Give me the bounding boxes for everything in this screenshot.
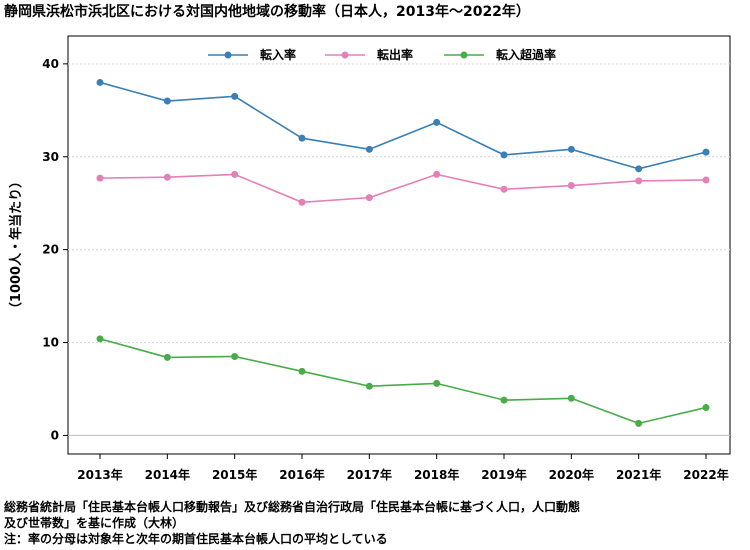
x-tick-label: 2017年	[347, 467, 392, 482]
data-point	[567, 394, 575, 402]
data-point	[635, 177, 643, 185]
y-tick-label: 30	[42, 150, 59, 164]
x-tick-label: 2016年	[279, 467, 324, 482]
source-note-line-2: 及び世帯数」を基に作成（大林）	[4, 515, 184, 530]
series-1	[96, 78, 710, 173]
legend-marker	[460, 51, 468, 59]
legend-marker	[341, 51, 349, 59]
legend: 転入率 転出率 転入超過率	[208, 47, 556, 62]
legend-marker	[224, 51, 232, 59]
series-3	[96, 335, 710, 427]
y-tick-label: 0	[51, 428, 59, 442]
data-point	[365, 382, 373, 390]
data-point	[96, 78, 104, 86]
data-point	[500, 185, 508, 193]
x-tick-label: 2022年	[683, 467, 728, 482]
x-tick-label: 2020年	[549, 467, 594, 482]
data-point	[567, 182, 575, 190]
series-line	[99, 81, 707, 170]
data-point	[163, 97, 171, 105]
x-tick-label: 2014年	[145, 467, 190, 482]
data-point	[635, 419, 643, 427]
series-group	[96, 78, 710, 427]
legend-label: 転入超過率	[496, 47, 556, 62]
chart-title: 静岡県浜松市浜北区における対国内他地域の移動率（日本人，2013年～2022年）	[4, 3, 530, 20]
data-point	[163, 353, 171, 361]
data-point	[231, 170, 239, 178]
x-tick-label: 2013年	[77, 467, 122, 482]
y-tick-label: 40	[42, 57, 59, 71]
data-point	[298, 134, 306, 142]
series-line	[99, 173, 707, 204]
plot-frame	[67, 35, 731, 455]
y-tick-label: 10	[42, 336, 59, 350]
data-point	[433, 170, 441, 178]
series-2	[96, 170, 710, 206]
data-point	[635, 165, 643, 173]
data-point	[163, 173, 171, 181]
data-point	[298, 198, 306, 206]
data-point	[500, 151, 508, 159]
source-note-line-1: 総務省統計局「住民基本台帳人口移動報告」及び総務省自治行政局「住民基本台帳に基づ…	[4, 499, 580, 514]
series-line	[99, 338, 707, 425]
data-point	[365, 145, 373, 153]
y-axis-label: （1000人・年当たり）	[8, 175, 24, 315]
data-point	[298, 367, 306, 375]
x-tick-label: 2018年	[414, 467, 459, 482]
gridlines	[68, 63, 730, 436]
data-point	[500, 396, 508, 404]
data-point	[702, 148, 710, 156]
data-point	[433, 118, 441, 126]
data-point	[567, 145, 575, 153]
x-tick-label: 2021年	[616, 467, 661, 482]
data-point	[365, 194, 373, 202]
y-tick-label: 20	[42, 243, 59, 257]
x-tick-label: 2019年	[481, 467, 526, 482]
legend-label: 転出率	[377, 47, 413, 62]
legend-label: 転入率	[260, 47, 296, 62]
x-axis: 2013年 2014年 2015年 2016年 2017年 2018年 2019年 2020年…	[77, 454, 729, 482]
data-point	[96, 335, 104, 343]
data-point	[702, 176, 710, 184]
footnote: 注：率の分母は対象年と次年の期首住民基本台帳人口の平均としている	[4, 531, 388, 546]
data-point	[231, 352, 239, 360]
data-point	[433, 379, 441, 387]
data-point	[96, 174, 104, 182]
x-tick-label: 2015年	[212, 467, 257, 482]
data-point	[702, 404, 710, 412]
y-axis: 0 10 20 30 40	[42, 57, 68, 442]
data-point	[231, 92, 239, 100]
